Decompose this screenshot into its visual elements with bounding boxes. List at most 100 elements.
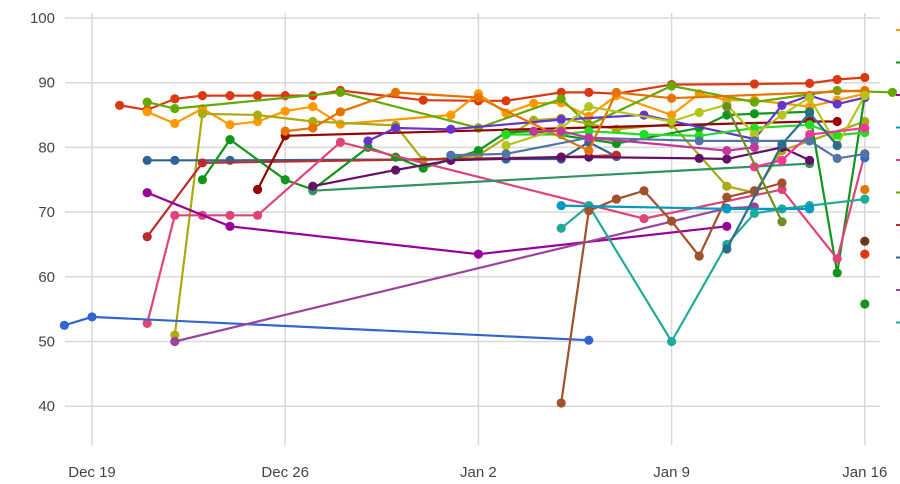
data-point[interactable]	[667, 110, 677, 120]
data-point[interactable]	[749, 208, 760, 218]
data-point[interactable]	[749, 109, 760, 119]
data-point[interactable]	[722, 221, 732, 231]
data-point[interactable]	[363, 136, 373, 146]
data-point[interactable]	[253, 91, 263, 101]
data-point[interactable]	[832, 99, 842, 109]
data-point[interactable]	[749, 97, 760, 107]
data-point[interactable]	[253, 210, 263, 220]
data-point[interactable]	[777, 184, 787, 195]
data-point[interactable]	[777, 110, 787, 120]
data-point[interactable]	[308, 123, 318, 133]
data-point[interactable]	[832, 140, 842, 151]
data-point[interactable]	[391, 87, 401, 98]
data-point[interactable]	[749, 79, 760, 89]
data-point[interactable]	[529, 126, 539, 136]
data-point[interactable]	[860, 123, 870, 133]
data-point[interactable]	[667, 81, 677, 91]
data-point[interactable]	[308, 181, 318, 191]
data-point[interactable]	[722, 154, 732, 164]
data-point[interactable]	[887, 87, 898, 98]
data-point[interactable]	[584, 146, 594, 156]
data-point[interactable]	[832, 116, 842, 127]
data-point[interactable]	[722, 146, 732, 156]
data-point[interactable]	[170, 118, 180, 129]
data-point[interactable]	[694, 153, 704, 163]
data-point[interactable]	[170, 155, 180, 165]
data-point[interactable]	[860, 184, 870, 195]
data-point[interactable]	[584, 87, 594, 98]
data-point[interactable]	[860, 299, 870, 309]
data-point[interactable]	[639, 186, 649, 196]
data-point[interactable]	[335, 137, 345, 147]
data-point[interactable]	[446, 110, 456, 120]
data-point[interactable]	[584, 335, 594, 345]
data-point[interactable]	[722, 102, 732, 112]
data-point[interactable]	[225, 91, 235, 101]
data-point[interactable]	[335, 87, 345, 98]
data-point[interactable]	[667, 116, 677, 127]
data-point[interactable]	[142, 188, 152, 198]
data-point[interactable]	[832, 153, 842, 163]
data-point[interactable]	[832, 268, 842, 278]
data-point[interactable]	[197, 175, 207, 185]
data-point[interactable]	[197, 109, 207, 119]
data-point[interactable]	[805, 78, 815, 88]
data-point[interactable]	[253, 110, 263, 120]
data-point[interactable]	[501, 149, 511, 159]
data-point[interactable]	[694, 107, 704, 118]
data-point[interactable]	[308, 116, 318, 127]
data-point[interactable]	[832, 130, 842, 140]
data-point[interactable]	[805, 108, 815, 118]
data-point[interactable]	[142, 318, 152, 328]
data-point[interactable]	[777, 178, 787, 188]
data-point[interactable]	[225, 120, 235, 130]
data-point[interactable]	[805, 120, 815, 130]
data-point[interactable]	[87, 312, 97, 322]
data-point[interactable]	[805, 129, 815, 140]
data-point[interactable]	[584, 152, 594, 162]
data-point[interactable]	[556, 152, 566, 162]
data-point[interactable]	[556, 201, 566, 211]
data-point[interactable]	[142, 232, 152, 242]
data-point[interactable]	[749, 129, 760, 140]
data-point[interactable]	[473, 92, 483, 103]
data-point[interactable]	[860, 72, 870, 83]
data-point[interactable]	[667, 336, 677, 347]
data-point[interactable]	[749, 136, 760, 146]
data-point[interactable]	[170, 330, 180, 340]
data-point[interactable]	[529, 98, 539, 109]
data-point[interactable]	[391, 123, 401, 133]
data-point[interactable]	[142, 97, 152, 107]
data-point[interactable]	[556, 87, 566, 98]
data-point[interactable]	[777, 139, 787, 149]
data-point[interactable]	[473, 146, 483, 156]
data-point[interactable]	[280, 106, 290, 116]
data-point[interactable]	[611, 194, 622, 204]
data-point[interactable]	[777, 100, 787, 110]
data-point[interactable]	[446, 124, 456, 134]
data-point[interactable]	[860, 91, 870, 101]
data-point[interactable]	[335, 119, 345, 129]
data-point[interactable]	[584, 126, 594, 136]
data-point[interactable]	[722, 181, 732, 191]
data-point[interactable]	[59, 320, 69, 330]
data-point[interactable]	[308, 102, 318, 112]
data-point[interactable]	[722, 244, 732, 254]
data-point[interactable]	[805, 92, 815, 103]
data-point[interactable]	[391, 165, 401, 175]
data-point[interactable]	[805, 136, 815, 146]
data-point[interactable]	[556, 126, 566, 136]
data-point[interactable]	[142, 155, 152, 165]
data-point[interactable]	[860, 194, 870, 204]
data-point[interactable]	[115, 100, 125, 110]
data-point[interactable]	[777, 217, 787, 227]
data-point[interactable]	[556, 114, 566, 125]
data-point[interactable]	[501, 129, 511, 140]
data-point[interactable]	[722, 204, 732, 214]
data-point[interactable]	[197, 158, 207, 168]
data-point[interactable]	[584, 206, 594, 216]
data-point[interactable]	[501, 140, 511, 151]
data-point[interactable]	[556, 398, 566, 408]
data-point[interactable]	[556, 94, 566, 104]
data-point[interactable]	[832, 74, 842, 85]
